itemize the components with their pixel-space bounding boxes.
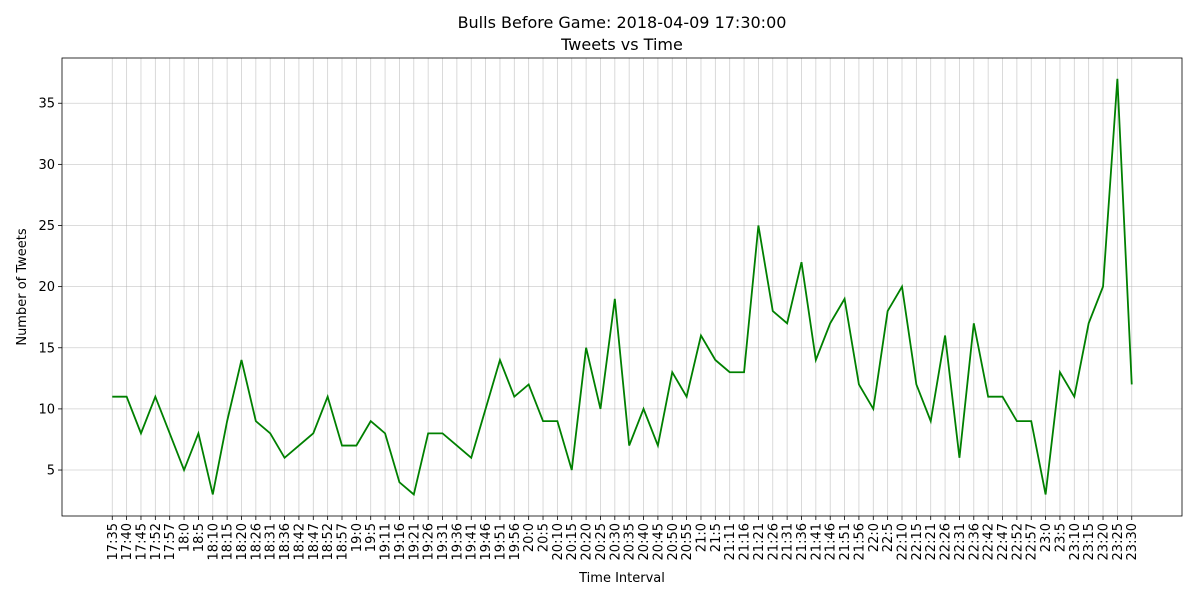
chart-subtitle: Tweets vs Time (560, 35, 683, 54)
x-tick-label: 20:0 (522, 523, 537, 552)
chart-title: Bulls Before Game: 2018-04-09 17:30:00 (458, 13, 787, 32)
x-tick-label: 21:26 (766, 523, 781, 560)
x-tick-label: 22:52 (1010, 523, 1025, 560)
x-tick-label: 23:0 (1039, 523, 1054, 552)
x-tick-label: 17:57 (163, 523, 178, 560)
x-tick-label: 17:52 (149, 523, 164, 560)
x-tick-label: 22:57 (1025, 523, 1040, 560)
x-tick-label: 22:36 (967, 523, 982, 560)
x-tick-label: 19:36 (450, 523, 465, 560)
x-tick-label: 23:5 (1053, 523, 1068, 552)
data-line (112, 78, 1133, 497)
x-tick-label: 20:35 (623, 523, 638, 560)
x-tick-label: 21:0 (694, 523, 709, 552)
x-tick-label: 23:10 (1068, 523, 1083, 560)
x-tick-label: 23:15 (1082, 523, 1097, 560)
x-tick-label: 20:50 (666, 523, 681, 560)
x-tick-label: 18:15 (221, 523, 236, 560)
x-tick-label: 21:5 (709, 523, 724, 552)
x-tick-label: 21:46 (824, 523, 839, 560)
y-tick-label: 35 (38, 97, 55, 112)
y-tick-label: 15 (38, 341, 55, 356)
x-tick-label: 18:57 (336, 523, 351, 560)
x-tick-label: 22:47 (996, 523, 1011, 560)
x-tick-label: 22:31 (953, 523, 968, 560)
y-tick-label: 30 (38, 158, 55, 173)
x-tick-label: 17:45 (134, 523, 149, 560)
x-tick-label: 19:0 (350, 523, 365, 552)
x-tick-label: 20:30 (608, 523, 623, 560)
x-tick-label: 19:11 (379, 523, 394, 560)
y-tick-label: 20 (38, 280, 55, 295)
y-axis-label: Number of Tweets (15, 228, 30, 346)
x-tick-label: 18:0 (178, 523, 193, 552)
x-tick-label: 21:11 (723, 523, 738, 560)
x-tick-label: 17:40 (120, 523, 135, 560)
x-tick-label: 21:36 (795, 523, 810, 560)
x-tick-label: 18:31 (264, 523, 279, 560)
x-tick-label: 18:36 (278, 523, 293, 560)
x-tick-label: 22:21 (924, 523, 939, 560)
y-tick-label: 25 (38, 219, 55, 234)
x-tick-label: 19:46 (479, 523, 494, 560)
x-tick-label: 18:20 (235, 523, 250, 560)
x-tick-label: 19:56 (508, 523, 523, 560)
x-tick-label: 19:21 (407, 523, 422, 560)
x-tick-label: 23:25 (1111, 523, 1126, 560)
x-tick-label: 18:42 (292, 523, 307, 560)
x-tick-label: 22:5 (881, 523, 896, 552)
x-tick-label: 19:5 (364, 523, 379, 552)
x-tick-label: 20:15 (565, 523, 580, 560)
x-tick-label: 18:26 (249, 523, 264, 560)
x-tick-label: 21:56 (852, 523, 867, 560)
x-tick-label: 19:51 (493, 523, 508, 560)
x-tick-label: 21:51 (838, 523, 853, 560)
x-tick-label: 21:31 (781, 523, 796, 560)
x-tick-label: 18:52 (321, 523, 336, 560)
x-tick-label: 20:5 (537, 523, 552, 552)
y-tick-label: 10 (38, 402, 55, 417)
x-tick-label: 18:5 (192, 523, 207, 552)
x-tick-label: 22:42 (982, 523, 997, 560)
x-tick-label: 23:30 (1125, 523, 1140, 560)
x-tick-label: 19:16 (393, 523, 408, 560)
x-tick-label: 20:40 (637, 523, 652, 560)
x-tick-label: 17:35 (106, 523, 121, 560)
x-tick-label: 18:10 (206, 523, 221, 560)
x-tick-label: 19:31 (436, 523, 451, 560)
x-tick-label: 21:21 (752, 523, 767, 560)
x-tick-label: 22:26 (939, 523, 954, 560)
x-tick-label: 19:41 (465, 523, 480, 560)
x-tick-label: 23:20 (1097, 523, 1112, 560)
x-tick-label: 20:20 (580, 523, 595, 560)
x-tick-label: 22:0 (867, 523, 882, 552)
x-tick-label: 21:41 (809, 523, 824, 560)
x-tick-label: 21:16 (738, 523, 753, 560)
x-tick-label: 22:10 (896, 523, 911, 560)
x-tick-label: 20:10 (551, 523, 566, 560)
x-tick-label: 18:47 (307, 523, 322, 560)
x-tick-label: 19:26 (422, 523, 437, 560)
plot-frame (61, 57, 1183, 517)
x-tick-label: 20:55 (680, 523, 695, 560)
y-tick-label: 5 (47, 464, 55, 479)
x-axis-label: Time Interval (578, 571, 665, 586)
x-tick-label: 22:15 (910, 523, 925, 560)
x-tick-label: 20:45 (651, 523, 666, 560)
x-tick-label: 20:25 (594, 523, 609, 560)
